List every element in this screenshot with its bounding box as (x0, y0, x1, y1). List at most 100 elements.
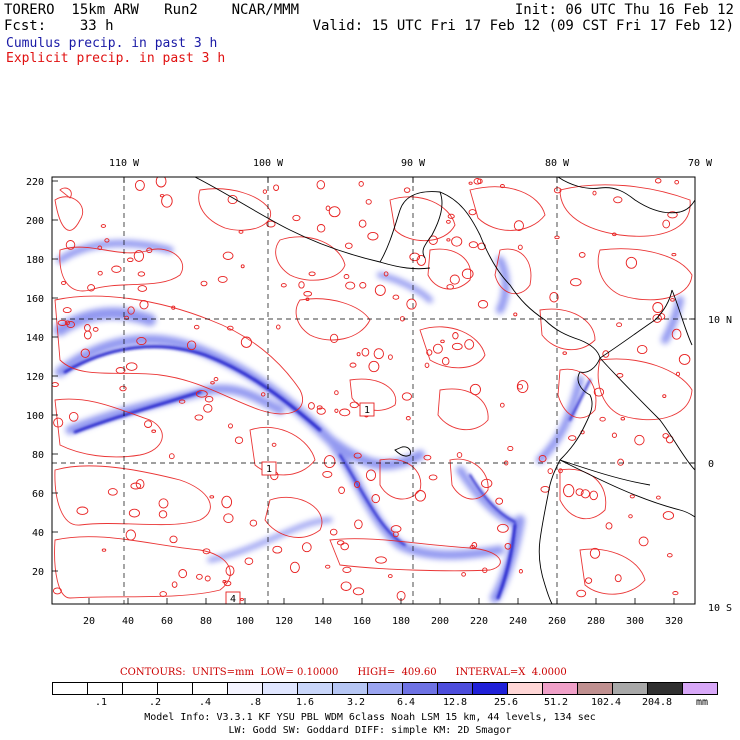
colorbar-swatch (123, 683, 158, 694)
colorbar-swatch (53, 683, 88, 694)
precip-cell (449, 274, 460, 285)
precip-cell (127, 257, 134, 263)
precip-cell (469, 383, 481, 396)
precip-cell (392, 294, 400, 300)
precip-cell (368, 360, 380, 373)
precip-cell (468, 181, 473, 185)
precip-cell (416, 254, 427, 266)
precip-cell (227, 325, 234, 331)
precip-cell (611, 432, 617, 438)
precip-cell (316, 224, 326, 233)
precip-cell (271, 442, 277, 447)
precip-cell (605, 522, 613, 530)
precip-cell (401, 392, 412, 401)
precip-cell (139, 300, 149, 310)
precip-cell (200, 280, 208, 287)
precip-cell (325, 205, 331, 211)
precip-cell (125, 362, 138, 371)
precip-cell (178, 399, 186, 404)
precip-cell (308, 271, 316, 277)
max-labels: 1 1 4 (225, 402, 375, 604)
x-tick-label: 200 (431, 616, 449, 627)
precip-cell (617, 458, 624, 466)
header-title: TORERO 15km ARW Run2 NCAR/MMM (4, 2, 300, 18)
precip-cell (194, 414, 204, 421)
precip-cell (374, 284, 386, 296)
explicit-legend: Explicit precip. in past 3 h (6, 51, 226, 66)
precip-cell (137, 271, 146, 277)
y-tick-label: 40 (32, 528, 44, 539)
lat-lon-grid (52, 177, 695, 604)
precip-cell (339, 408, 351, 417)
precip-cell (225, 565, 235, 576)
precip-cell (305, 297, 310, 301)
precip-cell (169, 535, 178, 544)
precip-cell (125, 529, 136, 541)
precip-cell (638, 536, 649, 547)
lat-label: 10 S (708, 603, 732, 614)
x-tick-label: 220 (470, 616, 488, 627)
precip-cell (495, 497, 504, 505)
precip-cell (387, 574, 393, 579)
precip-cell (672, 591, 679, 596)
precip-cell (323, 455, 336, 469)
precip-cell (260, 392, 266, 397)
precip-cell (168, 453, 175, 460)
precip-cell (549, 291, 559, 303)
precip-cell (473, 178, 482, 185)
precip-cell (84, 323, 91, 332)
precip-cell (193, 324, 200, 330)
x-tick-label: 60 (161, 616, 173, 627)
precip-cell (662, 219, 671, 229)
precip-cell (576, 589, 587, 598)
precip-cell (375, 556, 387, 564)
precip-cell (76, 506, 89, 515)
precip-cell (477, 242, 486, 251)
precip-cell (325, 564, 331, 569)
precip-cell (585, 577, 593, 584)
precip-cell (130, 482, 142, 490)
precip-cell (563, 484, 575, 498)
precip-cell (671, 252, 677, 257)
precip-cell (589, 490, 598, 501)
precip-cell (671, 328, 682, 340)
precip-cell (447, 213, 455, 219)
precip-cell (171, 305, 176, 310)
precip-cell (238, 230, 244, 234)
precip-cell (538, 454, 547, 463)
precip-cell (228, 423, 233, 429)
precip-cell (57, 319, 68, 326)
precip-cell (158, 498, 169, 509)
precip-cell (553, 187, 562, 194)
precip-cell (354, 519, 363, 530)
precip-cell (342, 566, 352, 574)
precip-cell (652, 302, 664, 313)
precip-cell (223, 513, 234, 524)
precip-cell (292, 214, 301, 222)
colorbar-swatch (508, 683, 543, 694)
x-tick-label: 20 (83, 616, 95, 627)
precip-cell (599, 416, 606, 422)
colorbar-unit: mm (695, 697, 709, 708)
colorbar-swatch (333, 683, 368, 694)
precip-cell (329, 528, 338, 536)
precip-cell (387, 354, 393, 360)
explicit-precip-contours (54, 184, 693, 599)
precip-cell (322, 470, 333, 478)
precip-cell (240, 264, 245, 269)
precip-cell (97, 270, 103, 276)
y-tick-label: 60 (32, 489, 44, 500)
precip-cell (562, 351, 567, 355)
precip-cell (222, 251, 234, 260)
colorbar-label: .1 (94, 697, 108, 708)
colorbar-label: 25.6 (493, 697, 519, 708)
colorbar-label: 3.2 (346, 697, 366, 708)
colorbar-swatch (438, 683, 473, 694)
precip-cell (289, 561, 300, 574)
precip-cell (358, 181, 364, 187)
precip-cell (159, 591, 167, 597)
precip-cell (575, 488, 584, 496)
valid-time: Valid: 15 UTC Fri 17 Feb 12 (09 CST Fri … (312, 18, 734, 34)
precip-cell (558, 468, 563, 474)
precip-cell (101, 548, 107, 552)
